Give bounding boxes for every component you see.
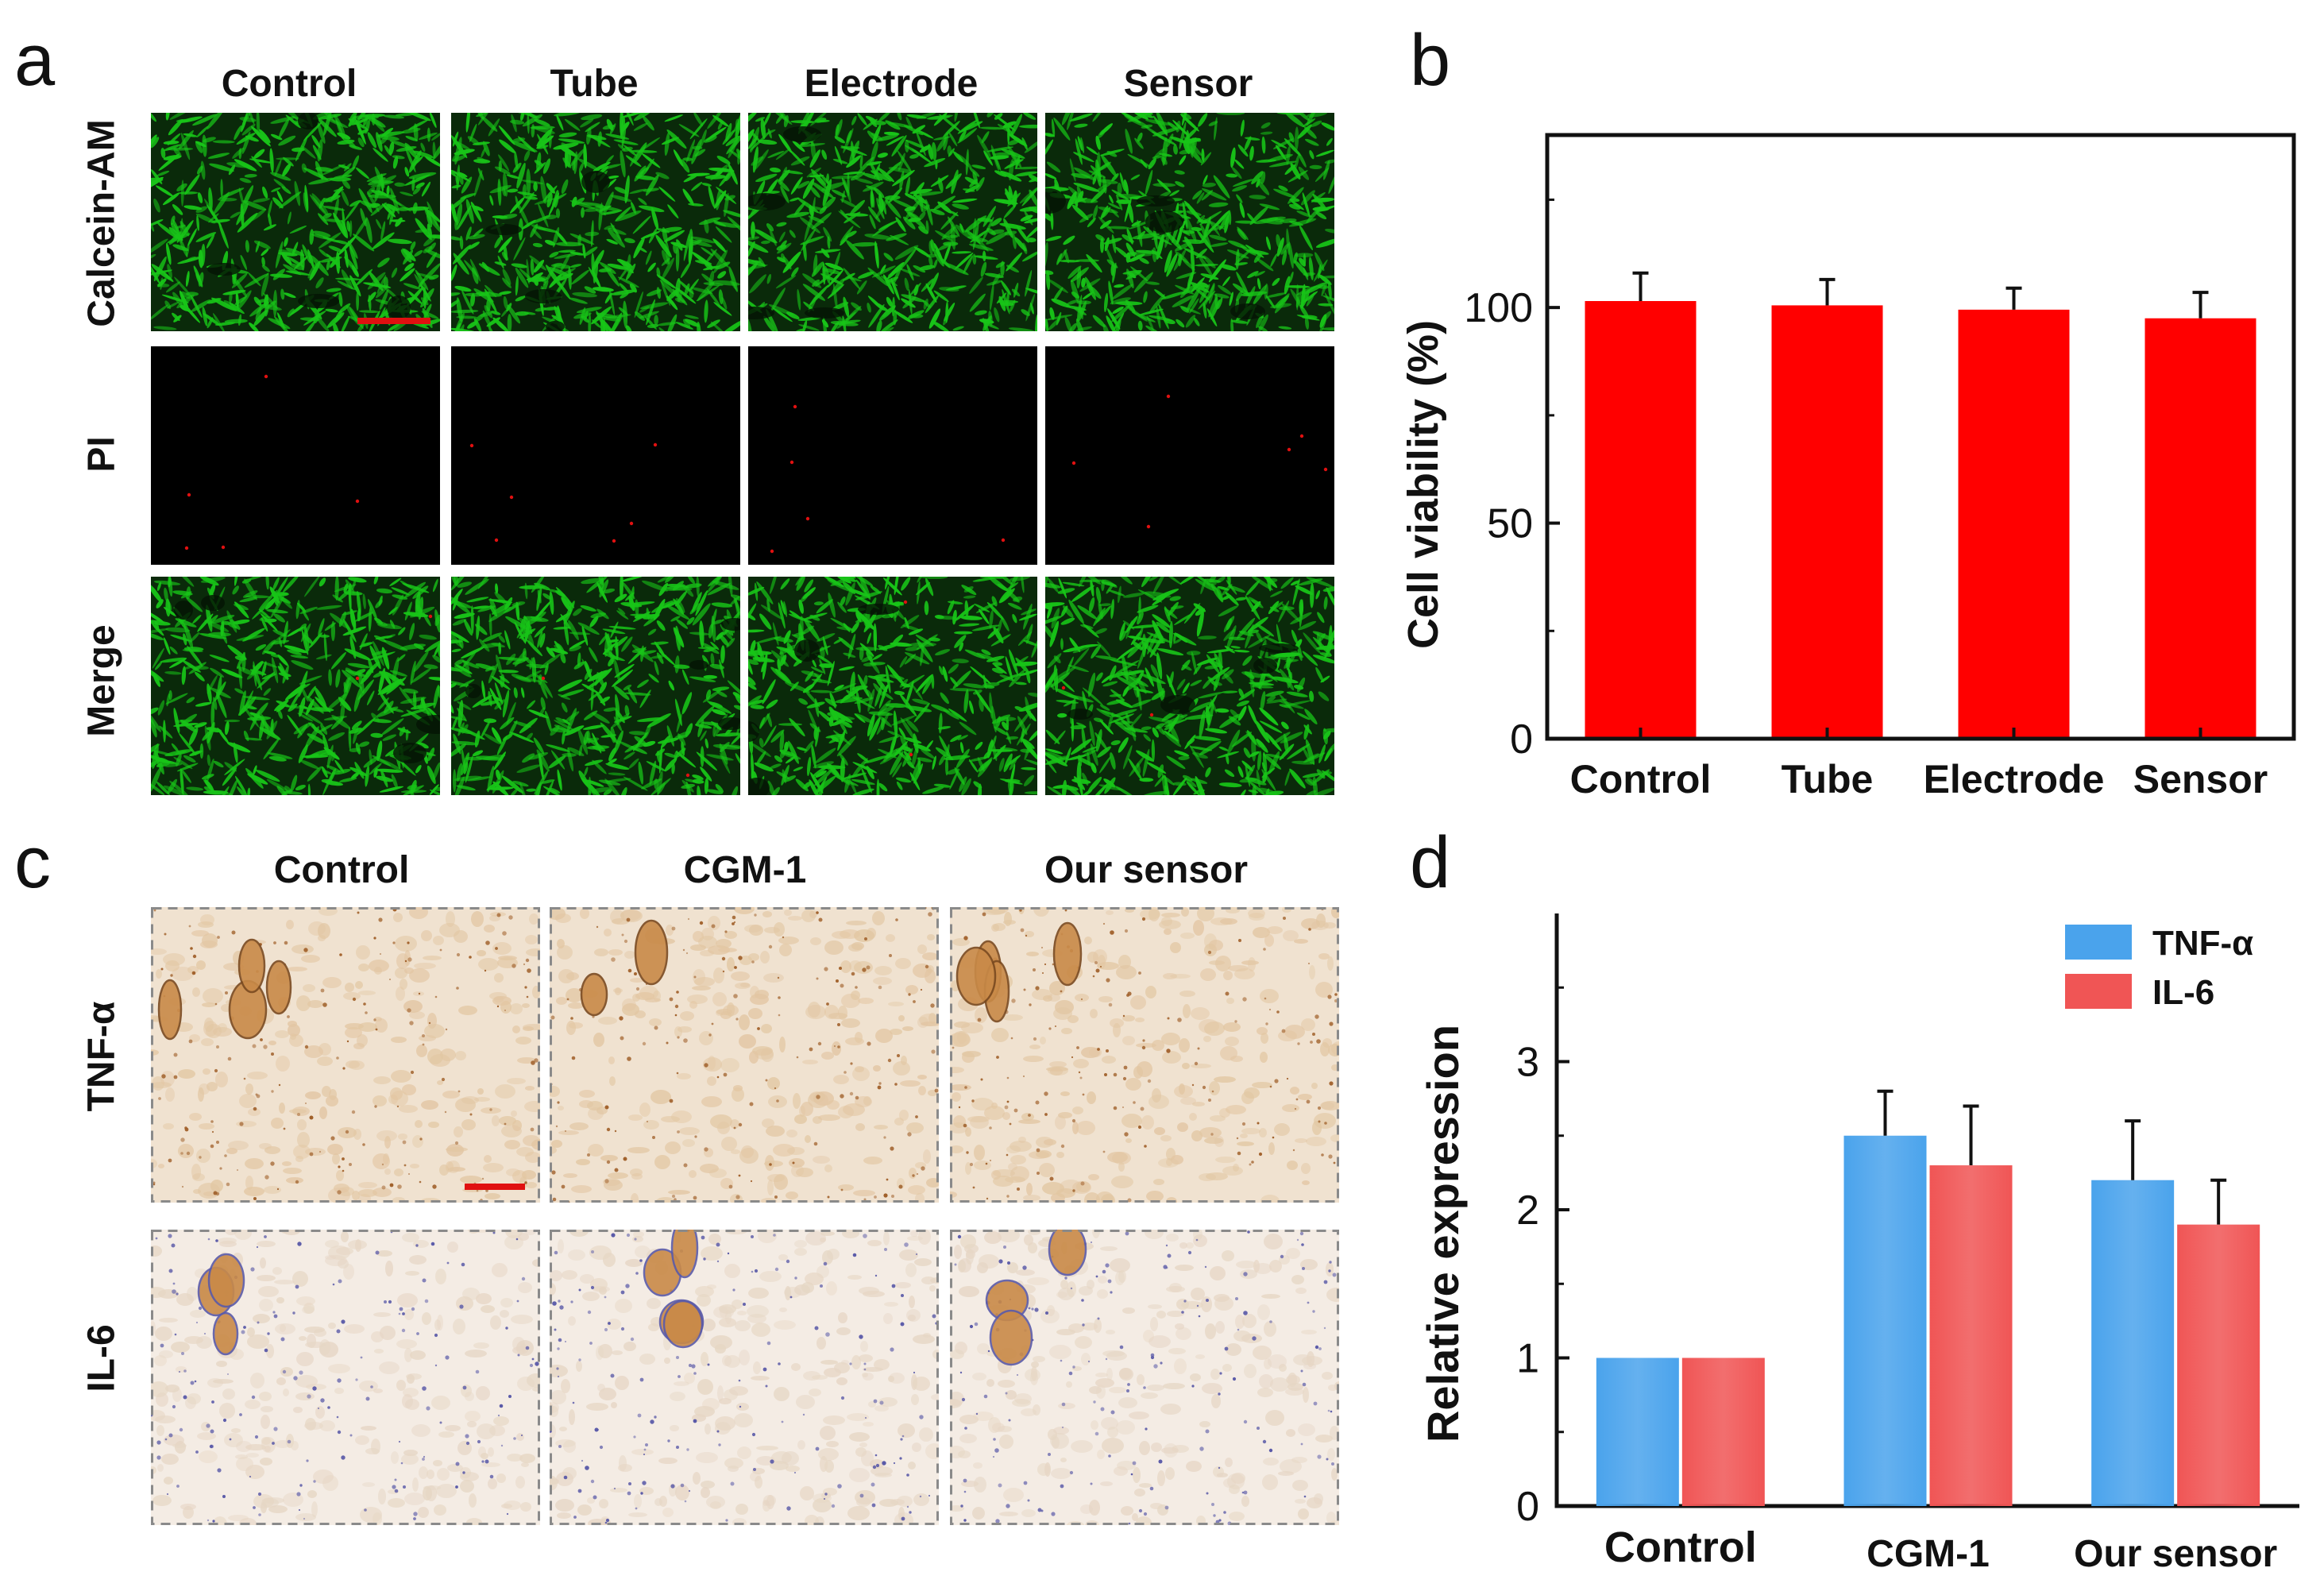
micrograph-pi-tube [451,346,740,565]
bar-control-il6 [1681,1357,1765,1506]
panel-a-row-pi: PI [80,436,123,473]
panel-d-bar-chart: Control CGM-1 Our sensor 0 1 2 3 Relative expre… [1418,913,2299,1575]
histology-il6-our-sensor [950,1230,1339,1525]
x-tick-label-control: Control [1604,1524,1757,1571]
legend: TNF-α IL-6 [2065,924,2253,1012]
panel-a-col-tube: Tube [550,63,639,105]
error-bar-our-sensor-il6 [2210,1178,2227,1225]
panel-c-col-our-sensor: Our sensor [1044,849,1249,891]
panel-letter-c: c [14,822,51,903]
error-bar-electrode [2006,286,2022,310]
panel-b-bar-chart: Control Tube Electrode Sensor 0 50 100 Cell via… [1399,133,2296,801]
panel-letter-b: b [1410,20,1451,101]
panel-letter-d: d [1410,822,1451,903]
bar-cgm-1-tnf [1843,1135,1927,1506]
micrograph-calcein-tube [451,113,740,331]
y-axis-label: Cell viability (%) [1399,320,1447,649]
y-tick-label-50: 50 [1487,501,1533,547]
bar-our-sensor-il6 [2177,1224,2260,1506]
histology-tnf-our-sensor [950,907,1339,1203]
micrograph-calcein-sensor [1045,113,1334,331]
panel-c-col-control: Control [273,849,410,891]
x-tick-label-cgm-1: CGM-1 [1867,1533,1990,1575]
error-bar-tube [1819,277,1836,306]
micrograph-pi-electrode [748,346,1037,565]
error-bar-control [1632,271,1649,301]
error-bar-our-sensor-tnf [2125,1119,2141,1180]
panel-c-col-cgm1: CGM-1 [683,849,807,891]
error-bar-sensor [2192,291,2209,319]
histology-il6-control [151,1230,540,1525]
panel-a-col-control: Control [221,63,357,105]
x-tick-label-tube: Tube [1782,757,1874,801]
legend-label-1: IL-6 [2152,973,2214,1012]
micrograph-merge-electrode [748,577,1037,795]
y-axis-label: Relative expression [1418,1025,1468,1442]
panel-a-row-merge: Merge [80,624,123,737]
x-tick-label-control: Control [1570,757,1712,801]
error-bar-cgm-1-tnf [1877,1089,1894,1136]
plot-frame [1545,133,2296,741]
micrograph-pi-control [151,346,440,565]
panel-a-col-sensor: Sensor [1123,63,1253,105]
y-tick-label-2: 2 [1516,1188,1539,1234]
panel-a-col-electrode: Electrode [804,63,979,105]
micrograph-pi-sensor [1045,346,1334,565]
histology-tnf-control [151,907,540,1203]
legend-label-0: TNF-α [2152,924,2253,963]
micrograph-merge-tube [451,577,740,795]
y-tick-label-100: 100 [1464,285,1533,331]
x-tick-label-sensor: Sensor [2133,757,2268,801]
legend-swatch-1 [2065,974,2132,1009]
micrograph-merge-sensor [1045,577,1334,795]
bar-electrode [1958,309,2070,739]
bar-our-sensor-tnf [2091,1180,2175,1506]
bar-control [1585,301,1697,739]
scale-bar-c [465,1184,525,1190]
panel-c-row-tnf: TNF-α [80,1001,123,1112]
micrograph-calcein-electrode [748,113,1037,331]
bar-tube [1771,305,1883,739]
error-bar-cgm-1-il6 [1963,1104,1979,1166]
x-tick-label-electrode: Electrode [1924,757,2105,801]
histology-il6-cgm1 [550,1230,939,1525]
x-tick-label-our-sensor: Our sensor [2074,1533,2277,1575]
panel-letter-a: a [14,20,56,101]
y-tick-label-1: 1 [1516,1336,1539,1382]
panel-c-row-il6: IL-6 [80,1324,123,1392]
micrograph-calcein-control [151,113,440,331]
bar-control-tnf [1596,1357,1679,1506]
y-tick-label-0: 0 [1516,1484,1539,1530]
legend-swatch-0 [2065,925,2132,960]
bar-sensor [2144,318,2256,739]
panel-a-row-calcein: Calcein-AM [80,119,123,327]
micrograph-merge-control [151,577,440,795]
scale-bar-a [357,318,430,324]
histology-tnf-cgm1 [550,907,939,1203]
y-tick-label-0: 0 [1510,716,1533,763]
y-tick-label-3: 3 [1516,1040,1539,1086]
bar-cgm-1-il6 [1929,1165,2013,1506]
